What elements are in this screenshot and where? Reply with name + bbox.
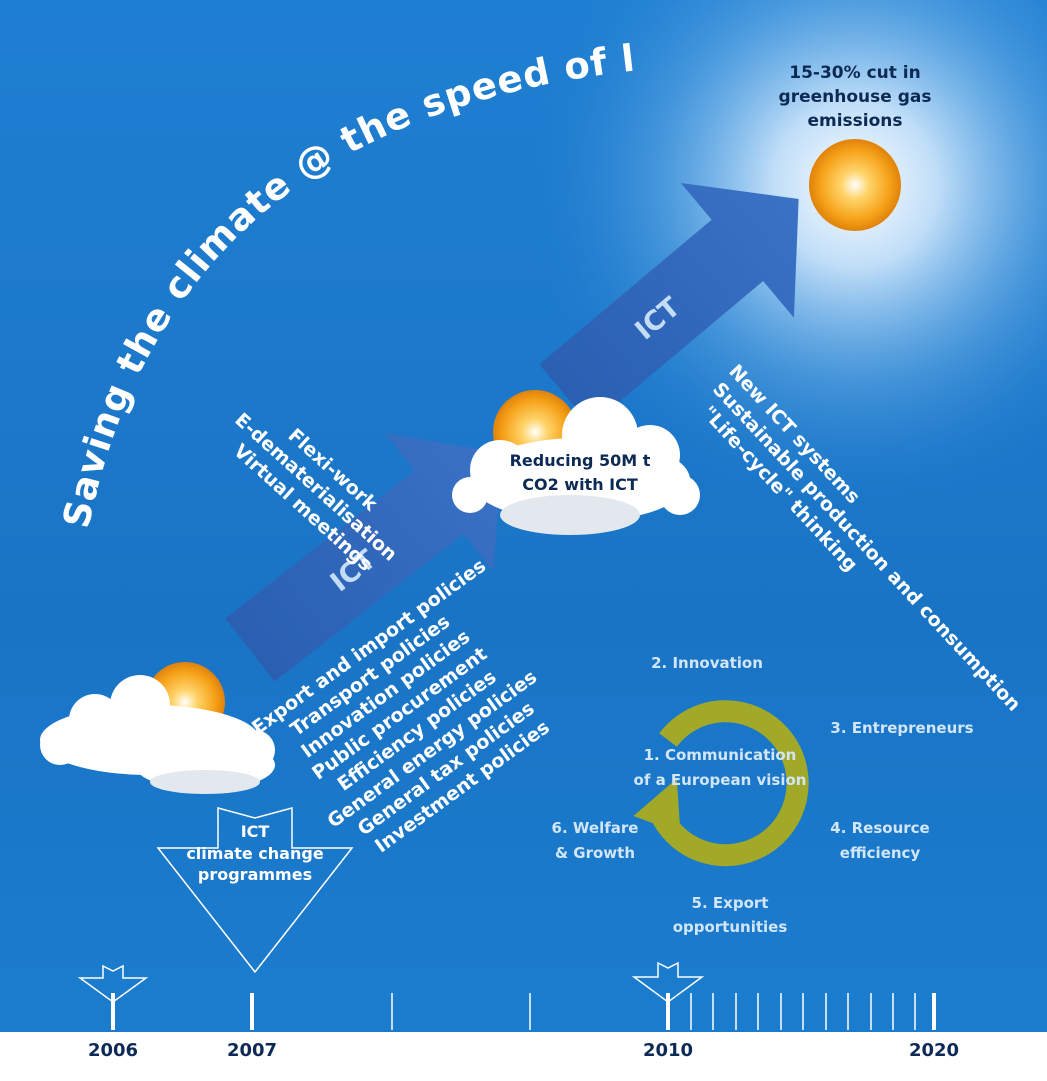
cycle-step: & Growth <box>555 844 635 862</box>
cloud-part <box>69 694 121 746</box>
cloud <box>452 397 700 535</box>
cycle-step: 5. Export <box>692 894 769 912</box>
cycle-step: 2. Innovation <box>651 654 763 672</box>
milestone-text: Reducing 50M t <box>510 451 651 470</box>
cycle-step: 1. Communication <box>644 746 797 764</box>
arrow: ICT <box>225 432 503 682</box>
cycle-step: efficiency <box>840 844 921 862</box>
goal-text: 15-30% cut in <box>789 63 920 83</box>
cycle-step: opportunities <box>673 918 788 936</box>
timeline <box>111 993 936 1030</box>
year-label: 2007 <box>227 1040 277 1061</box>
programmes-arrow <box>156 807 354 974</box>
goal-text: greenhouse gas <box>779 87 932 107</box>
programmes-text: programmes <box>198 865 312 884</box>
cycle-step: of a European vision <box>634 771 807 789</box>
year-label: 2006 <box>88 1040 138 1061</box>
goal-sun <box>809 139 901 231</box>
cloud-part <box>40 725 80 765</box>
arrow-shape <box>539 182 799 426</box>
arrow: ICT <box>539 182 799 426</box>
cloud-part <box>660 475 700 515</box>
year-label: 2010 <box>643 1040 693 1061</box>
cycle-ring <box>647 700 809 867</box>
cycle-step: 4. Resource <box>830 819 929 837</box>
goal-text: emissions <box>807 111 902 131</box>
timeline-arrow <box>631 961 705 1003</box>
cloud-part <box>470 440 530 500</box>
cycle-step: 6. Welfare <box>552 819 639 837</box>
cycle-step: 3. Entrepreneurs <box>830 719 973 737</box>
cloud-part <box>235 730 275 770</box>
arrow-shape <box>225 432 503 682</box>
programmes-text: climate change <box>186 844 324 863</box>
milestone-text: CO2 with ICT <box>522 475 638 494</box>
cloud-shade <box>500 495 640 535</box>
programmes-text: ICT <box>241 822 270 841</box>
cloud-shade <box>150 770 260 794</box>
cloud-part <box>620 425 680 485</box>
cloud-part <box>452 477 488 513</box>
timeline-arrow <box>77 964 149 1003</box>
year-label: 2020 <box>909 1040 959 1061</box>
cloud <box>40 675 275 794</box>
cycle-arrowhead <box>633 778 681 834</box>
cloud-part <box>562 397 638 473</box>
cloud-part <box>110 675 170 735</box>
